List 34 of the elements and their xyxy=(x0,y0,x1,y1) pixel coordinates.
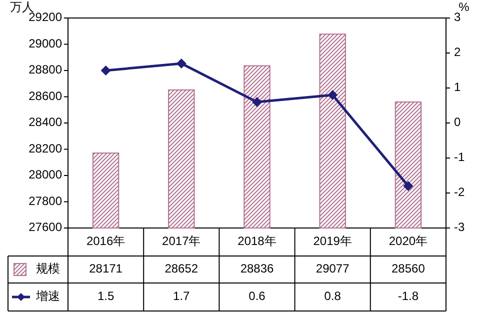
y-axis-title: 万人 xyxy=(10,0,34,14)
y-tick-label: 28400 xyxy=(28,115,62,130)
data-label: 29077 xyxy=(316,262,350,276)
x-tick-label: 2019年 xyxy=(313,234,352,248)
x-tick-label: 2017年 xyxy=(162,234,201,248)
y2-tick-label: -1 xyxy=(454,150,465,164)
data-label: -1.8 xyxy=(398,289,419,304)
y-tick-label: 28600 xyxy=(28,88,62,103)
y-tick-label: 28000 xyxy=(28,168,62,182)
y-tick-label: 29000 xyxy=(28,36,62,50)
x-tick-label: 2020年 xyxy=(388,234,428,248)
y-tick-label: 27600 xyxy=(28,220,62,234)
y2-tick-label: 2 xyxy=(454,45,461,60)
legend-label: 规模 xyxy=(36,262,60,276)
x-tick-label: 2018年 xyxy=(238,234,276,248)
y2-tick-label: 1 xyxy=(454,80,461,94)
y2-tick-label: -3 xyxy=(454,220,465,234)
legend-label: 增速 xyxy=(35,289,60,304)
data-label: 28560 xyxy=(392,262,426,276)
y-tick-label: 28800 xyxy=(28,62,62,77)
data-label: 28836 xyxy=(240,262,274,276)
y2-axis-title: % xyxy=(458,0,470,14)
data-label: 1.5 xyxy=(97,289,114,304)
y2-tick-label: 0 xyxy=(454,115,461,130)
y2-tick-label: -2 xyxy=(454,185,465,200)
data-label: 28171 xyxy=(89,262,123,276)
data-label: 1.7 xyxy=(173,289,190,304)
data-label: 0.6 xyxy=(248,289,266,304)
data-label: 28652 xyxy=(164,262,198,276)
y-tick-label: 27800 xyxy=(28,194,62,208)
y2-tick-label: 3 xyxy=(454,10,461,24)
y-tick-label: 28200 xyxy=(28,141,62,156)
data-label: 0.8 xyxy=(324,289,342,304)
x-tick-label: 2016年 xyxy=(86,234,126,248)
